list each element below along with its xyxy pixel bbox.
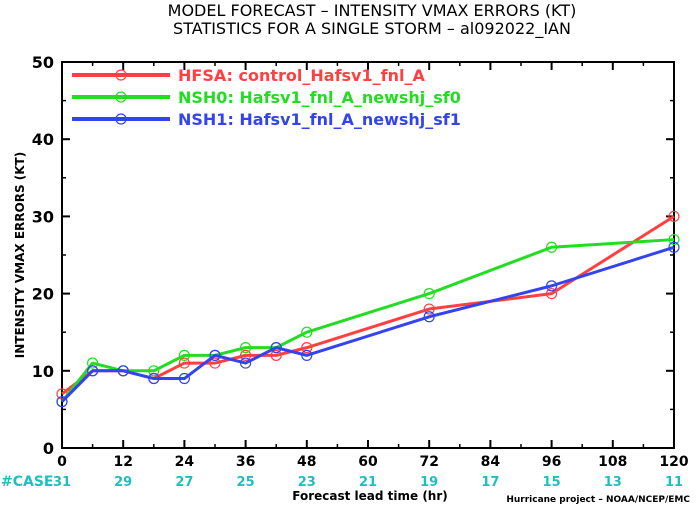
case-count: 15 — [543, 475, 561, 490]
y-tick-label: 20 — [32, 285, 54, 304]
x-tick-label: 60 — [358, 454, 378, 470]
series-line — [60, 245, 675, 403]
data-point — [86, 365, 99, 377]
data-point — [545, 288, 558, 300]
x-tick-label: 0 — [57, 454, 67, 470]
case-count: 21 — [359, 475, 377, 490]
series-1 — [56, 233, 680, 408]
series-2 — [56, 241, 680, 408]
x-tick-label: 120 — [659, 454, 688, 470]
data-point — [301, 349, 313, 361]
x-tick-label: 72 — [419, 454, 438, 470]
data-point — [668, 210, 680, 222]
plot-area: 0 12 24 36 48 60 72 84 96 108 120 0 10 20 30 40 50 31 29 27… — [32, 53, 689, 490]
chart-subtitle: STATISTICS FOR A SINGLE STORM – al092022… — [173, 19, 571, 39]
case-count: 27 — [175, 475, 193, 490]
legend-label: HFSA: control_Hafsv1_fnl_A — [178, 66, 425, 85]
y-tick-label: 40 — [32, 130, 54, 149]
data-point — [148, 372, 160, 385]
x-tick-label: 84 — [481, 454, 501, 470]
data-point — [668, 241, 680, 253]
case-count: 23 — [298, 475, 316, 490]
legend-label: NSH1: Hafsv1_fnl_A_newshj_sf1 — [178, 110, 461, 129]
data-point — [148, 365, 160, 377]
y-tick-label: 30 — [32, 207, 54, 226]
y-tick-label: 10 — [32, 362, 54, 381]
data-point — [423, 288, 435, 300]
chart-title: MODEL FORECAST – INTENSITY VMAX ERRORS (… — [168, 1, 577, 20]
legend-marker — [115, 91, 127, 103]
case-count: 25 — [237, 475, 255, 490]
legend-marker — [115, 69, 127, 81]
x-tick-label: 24 — [175, 454, 195, 470]
case-count: 13 — [604, 475, 622, 490]
data-point — [270, 342, 282, 354]
data-point — [56, 396, 68, 408]
x-tick-label: 36 — [236, 454, 255, 470]
y-axis-label: INTENSITY VMAX ERRORS (KT) — [13, 152, 27, 358]
legend-marker — [115, 113, 127, 125]
x-tick-label: 12 — [113, 454, 132, 470]
data-point — [301, 342, 313, 354]
data-point — [117, 365, 129, 377]
data-point — [178, 357, 190, 369]
case-label: #CASE — [1, 474, 54, 490]
legend-label: NSH0: Hafsv1_fnl_A_newshj_sf0 — [178, 88, 461, 107]
series-line — [61, 215, 675, 396]
legend: HFSA: control_Hafsv1_fnl_A NSH0: Hafsv1_f… — [72, 66, 461, 129]
case-count: 31 — [53, 475, 71, 490]
case-count: 29 — [114, 475, 132, 490]
data-point — [668, 233, 680, 246]
data-point — [545, 241, 558, 253]
data-point — [240, 357, 252, 369]
x-axis-label: Forecast lead time (hr) — [292, 489, 448, 503]
data-point — [178, 349, 190, 361]
case-count: 11 — [665, 475, 683, 490]
credit-text: Hurricane project – NOAA/NCEP/EMC — [506, 495, 690, 505]
case-count: 17 — [481, 475, 499, 490]
x-tick-label: 108 — [598, 454, 627, 470]
data-point — [209, 349, 221, 361]
data-point — [423, 303, 435, 315]
y-tick-label: 50 — [32, 53, 54, 72]
y-tick-label: 0 — [43, 439, 54, 458]
series-layer — [56, 210, 680, 408]
data-point — [270, 349, 282, 361]
data-point — [545, 280, 558, 292]
data-point — [86, 357, 99, 369]
data-point — [209, 357, 221, 369]
case-count: 19 — [420, 475, 438, 490]
data-point — [240, 342, 252, 354]
data-point — [178, 372, 190, 385]
x-tick-label: 96 — [542, 454, 561, 470]
data-point — [240, 349, 252, 361]
data-point — [423, 311, 435, 323]
data-point — [301, 326, 313, 338]
x-tick-label: 48 — [297, 454, 316, 470]
